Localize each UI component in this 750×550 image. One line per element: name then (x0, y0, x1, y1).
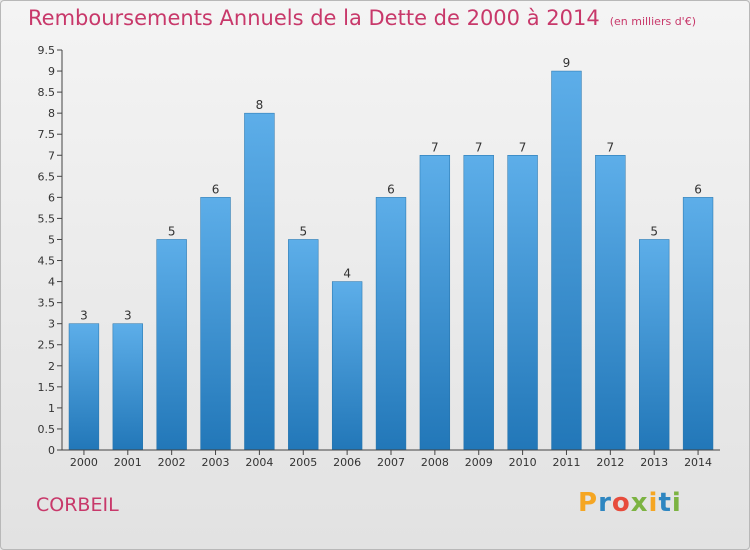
y-tick-label: 5 (48, 233, 55, 246)
bar-value-label: 7 (519, 140, 527, 154)
x-tick-label: 2013 (640, 456, 668, 469)
bar-value-label: 6 (212, 182, 220, 196)
bar-2013 (639, 239, 670, 451)
logo-letter: x (630, 488, 649, 518)
y-tick-label: 2.5 (38, 339, 56, 352)
bar-value-label: 7 (607, 140, 615, 154)
bar-value-label: 6 (694, 182, 702, 196)
logo-letter: i (671, 488, 682, 518)
y-tick-label: 9 (48, 65, 55, 78)
bar-2012 (595, 155, 626, 451)
x-tick-label: 2010 (509, 456, 537, 469)
x-axis: 2000 2001 2002 2003 2004 2005 2006 2007 2008 2009… (62, 449, 720, 469)
y-tick-label: 5.5 (38, 212, 56, 225)
x-tick-label: 2007 (377, 456, 405, 469)
bar-value-label: 5 (299, 224, 307, 238)
bar-value-label: 4 (343, 267, 351, 281)
y-tick-label: 3 (48, 318, 55, 331)
chart-title-text: Remboursements Annuels de la Dette de 20… (28, 6, 600, 30)
y-tick-label: 8.5 (38, 86, 56, 99)
x-tick-label: 2002 (158, 456, 186, 469)
x-tick-label: 2000 (70, 456, 98, 469)
bar-2001 (112, 323, 143, 451)
x-tick-label: 2001 (114, 456, 142, 469)
y-tick-label: 1 (48, 402, 55, 415)
chart-unit: (en milliers d'€) (609, 15, 696, 28)
y-tick-label: 2 (48, 360, 55, 373)
bar-2007 (375, 197, 407, 451)
bar-2009 (463, 155, 494, 451)
bar-2004 (244, 112, 275, 451)
y-tick-label: 8 (48, 107, 55, 120)
y-axis: 0 0.5 1 1.5 2 2.5 3 3.5 4 4.5 5 5.5 6 6.5 7 7.5 8 8.5 9 9.5 (38, 44, 63, 457)
bar-value-label: 7 (431, 140, 439, 154)
y-tick-label: 0 (48, 444, 55, 457)
x-tick-label: 2005 (289, 456, 317, 469)
y-tick-label: 4 (48, 276, 55, 289)
proxiti-logo: Proxiti (578, 488, 682, 518)
x-tick-label: 2009 (465, 456, 493, 469)
y-tick-label: 3.5 (38, 297, 56, 310)
bar-value-label: 7 (475, 140, 483, 154)
x-tick-label: 2004 (245, 456, 273, 469)
bar-value-label: 5 (168, 224, 176, 238)
logo-letter: P (578, 488, 599, 518)
bar-value-label: 3 (124, 309, 132, 323)
logo-letter: i (648, 488, 659, 518)
bar-2006 (331, 281, 363, 451)
x-tick-label: 2014 (684, 456, 712, 469)
bar-2002 (156, 239, 187, 451)
y-tick-label: 1.5 (38, 381, 56, 394)
bar-2003 (200, 197, 231, 451)
bar-value-label: 8 (256, 98, 264, 112)
y-tick-label: 0.5 (38, 423, 56, 436)
logo-letter: r (598, 488, 612, 518)
city-name: CORBEIL (36, 494, 119, 516)
x-tick-label: 2006 (333, 456, 361, 469)
y-tick-label: 9.5 (38, 44, 56, 57)
y-tick-label: 6.5 (38, 170, 56, 183)
chart-title: Remboursements Annuels de la Dette de 20… (28, 6, 696, 30)
y-tick-label: 7.5 (38, 128, 56, 141)
logo-letter: o (611, 488, 631, 518)
bar-2008 (419, 155, 451, 451)
x-tick-label: 2008 (421, 456, 449, 469)
logo-letter: t (658, 488, 672, 518)
bar-2005 (288, 239, 319, 451)
bar-2011 (551, 70, 582, 451)
bar-value-label: 9 (563, 56, 571, 70)
bar-2014 (682, 197, 714, 451)
bar-value-label: 6 (387, 182, 395, 196)
y-tick-label: 6 (48, 191, 55, 204)
bar-value-label: 3 (80, 309, 88, 323)
y-tick-label: 4.5 (38, 255, 56, 268)
bar-2000 (68, 323, 100, 451)
x-tick-label: 2012 (596, 456, 624, 469)
y-tick-label: 7 (48, 149, 55, 162)
x-tick-label: 2011 (552, 456, 580, 469)
bar-2010 (507, 155, 538, 451)
bars: 3 3 5 6 8 5 4 6 7 7 7 9 7 5 6 (68, 56, 714, 451)
x-tick-label: 2003 (202, 456, 230, 469)
bar-value-label: 5 (650, 224, 658, 238)
